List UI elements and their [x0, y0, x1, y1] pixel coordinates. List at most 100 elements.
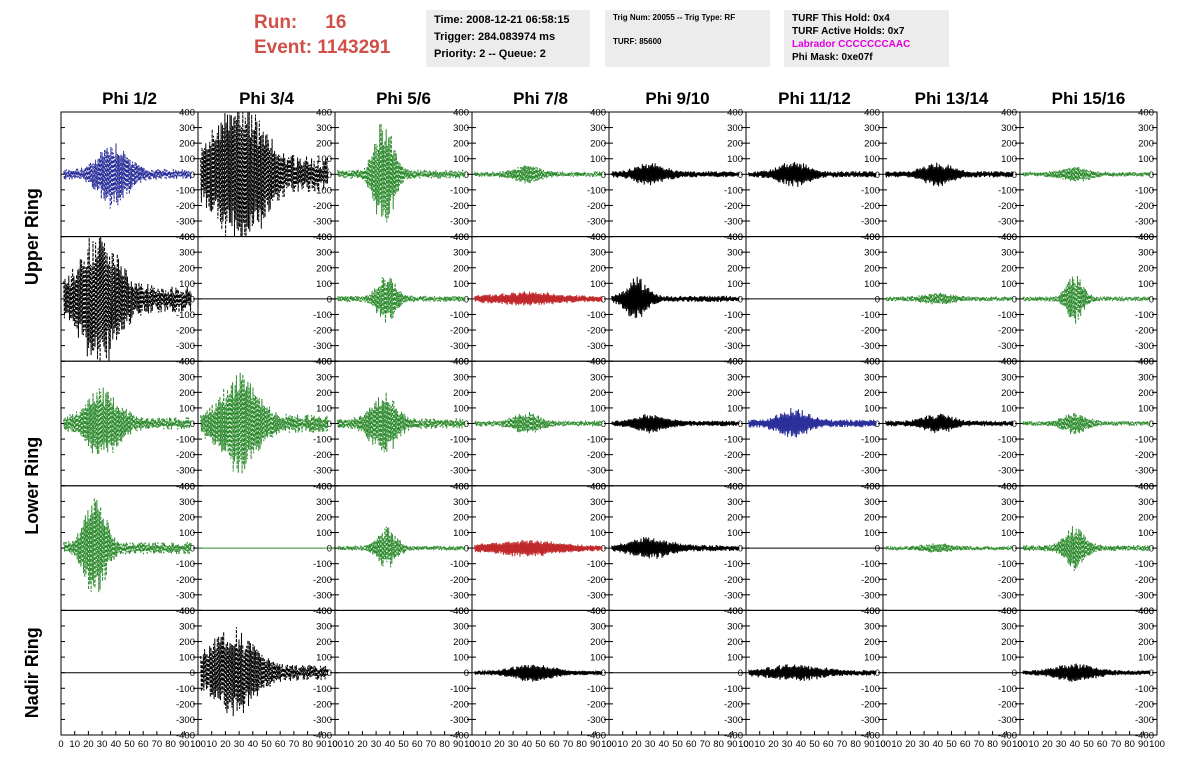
x-tick-label: 70 — [289, 739, 300, 750]
y-tick-label: 0 — [464, 544, 469, 555]
y-tick-label: -200 — [1135, 575, 1154, 586]
y-tick-label: -200 — [998, 699, 1017, 710]
y-tick-label: 0 — [875, 668, 880, 679]
y-tick-label: -400 — [1135, 606, 1154, 617]
x-tick-label: 100 — [875, 739, 891, 750]
y-tick-label: -200 — [450, 201, 469, 212]
y-tick-label: -400 — [998, 606, 1017, 617]
x-tick-label: 0 — [880, 739, 885, 750]
y-tick-label: -400 — [587, 731, 606, 742]
y-tick-label: -100 — [176, 559, 195, 570]
y-tick-label: 300 — [1001, 621, 1017, 632]
y-tick-label: 300 — [453, 372, 469, 383]
y-tick-label: 0 — [1012, 170, 1017, 181]
x-tick-label: 20 — [494, 739, 505, 750]
y-tick-label: 200 — [864, 512, 880, 523]
y-tick-label: 200 — [1138, 263, 1154, 274]
x-tick-label: 30 — [1056, 739, 1067, 750]
y-tick-label: -400 — [176, 731, 195, 742]
y-tick-label: 100 — [453, 528, 469, 539]
x-tick-label: 50 — [398, 739, 409, 750]
y-tick-label: -200 — [587, 575, 606, 586]
y-tick-label: -100 — [313, 559, 332, 570]
y-tick-label: 200 — [1138, 388, 1154, 399]
y-tick-label: 200 — [1138, 637, 1154, 648]
y-tick-label: 300 — [727, 621, 743, 632]
y-tick-label: -100 — [450, 185, 469, 196]
y-tick-label: -300 — [861, 715, 880, 726]
y-tick-label: -100 — [724, 435, 743, 446]
turf-info-box: TURF This Hold: 0x4 TURF Active Holds: 0… — [784, 10, 949, 67]
y-tick-label: 0 — [190, 170, 195, 181]
y-tick-label: 400 — [453, 232, 469, 243]
y-tick-label: 200 — [590, 637, 606, 648]
y-tick-label: 300 — [179, 123, 195, 134]
time-text: Time: 2008-12-21 06:58:15 — [434, 14, 570, 26]
waveform-trace — [885, 413, 1014, 434]
y-tick-label: 100 — [453, 403, 469, 414]
y-tick-label: 300 — [316, 497, 332, 508]
y-tick-label: -100 — [587, 559, 606, 570]
y-tick-label: -400 — [176, 357, 195, 368]
y-tick-label: 400 — [1138, 606, 1154, 617]
y-tick-label: -100 — [1135, 559, 1154, 570]
y-tick-label: 200 — [316, 388, 332, 399]
y-tick-label: 300 — [316, 621, 332, 632]
column-header: Phi 11/12 — [778, 89, 851, 108]
x-tick-label: 80 — [302, 739, 313, 750]
y-tick-label: -300 — [313, 217, 332, 228]
y-tick-label: 400 — [316, 232, 332, 243]
x-tick-label: 100 — [1149, 739, 1165, 750]
y-tick-label: 0 — [875, 294, 880, 305]
y-tick-label: -200 — [998, 201, 1017, 212]
y-tick-label: 400 — [316, 108, 332, 119]
y-tick-label: 100 — [864, 279, 880, 290]
y-tick-label: -200 — [176, 326, 195, 337]
y-tick-label: 400 — [1001, 357, 1017, 368]
y-tick-label: 300 — [179, 248, 195, 259]
y-tick-label: 200 — [1001, 139, 1017, 150]
y-tick-label: 400 — [590, 606, 606, 617]
waveform-trace — [1022, 526, 1151, 572]
waveform-trace — [474, 539, 603, 557]
y-tick-label: -200 — [724, 326, 743, 337]
y-tick-label: 100 — [1001, 154, 1017, 165]
x-tick-label: 10 — [1028, 739, 1039, 750]
y-tick-label: 200 — [1001, 388, 1017, 399]
x-tick-label: 30 — [919, 739, 930, 750]
waveform-grid: Phi 1/2 Phi 3/4 Phi 5/6 Phi 7/8 Phi 9/10 Phi … — [22, 89, 1165, 750]
y-tick-label: 400 — [864, 108, 880, 119]
y-tick-label: 100 — [1138, 279, 1154, 290]
x-tick-label: 10 — [343, 739, 354, 750]
y-tick-label: -200 — [313, 450, 332, 461]
y-tick-label: 0 — [464, 170, 469, 181]
y-tick-label: 100 — [864, 653, 880, 664]
y-tick-label: 100 — [727, 403, 743, 414]
x-tick-label: 100 — [1012, 739, 1028, 750]
y-tick-label: -100 — [176, 310, 195, 321]
x-tick-label: 50 — [261, 739, 272, 750]
x-tick-label: 60 — [412, 739, 423, 750]
y-tick-label: 300 — [1138, 621, 1154, 632]
y-tick-label: -100 — [450, 684, 469, 695]
run-number: 16 — [325, 12, 347, 33]
y-tick-label: -300 — [998, 341, 1017, 352]
y-tick-label: -300 — [587, 590, 606, 601]
y-tick-label: -400 — [724, 232, 743, 243]
y-tick-label: -300 — [176, 715, 195, 726]
x-tick-label: 10 — [69, 739, 80, 750]
x-tick-label: 60 — [686, 739, 697, 750]
x-tick-label: 100 — [738, 739, 754, 750]
y-tick-label: -100 — [998, 310, 1017, 321]
x-tick-label: 80 — [987, 739, 998, 750]
waveform-trace — [337, 526, 466, 568]
waveform-trace — [337, 392, 466, 453]
x-tick-label: 60 — [549, 739, 560, 750]
y-tick-label: 0 — [738, 170, 743, 181]
y-tick-label: -200 — [998, 450, 1017, 461]
y-tick-label: -100 — [587, 310, 606, 321]
y-tick-label: 400 — [864, 232, 880, 243]
y-tick-label: 400 — [864, 357, 880, 368]
y-tick-label: -300 — [450, 341, 469, 352]
y-tick-label: 200 — [590, 263, 606, 274]
